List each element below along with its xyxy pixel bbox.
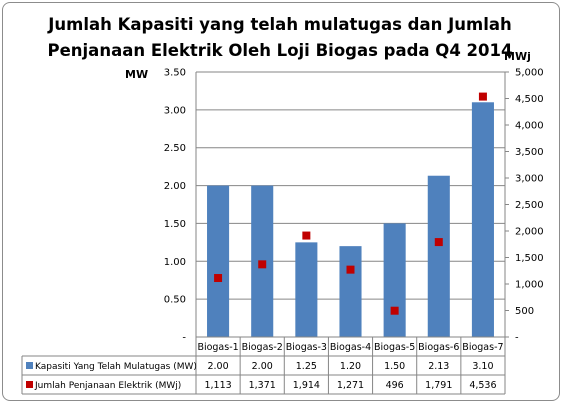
left-axis-tick-label: - <box>182 333 186 344</box>
category-label: Biogas-6 <box>418 342 459 353</box>
category-label: Biogas-5 <box>374 342 415 353</box>
marker-point <box>214 274 223 283</box>
chart-frame <box>2 2 560 401</box>
data-table-value: 1,914 <box>293 380 320 391</box>
right-axis-tick-label: 500 <box>515 306 534 317</box>
left-axis-tick-label: 3.50 <box>164 68 186 79</box>
right-axis-tick-label: 1,500 <box>515 253 544 264</box>
category-label: Biogas-3 <box>286 342 327 353</box>
marker-point <box>346 265 355 274</box>
legend-label: Jumlah Penjanaan Elektrik (MWj) <box>34 381 181 391</box>
left-axis-tick-label: 2.50 <box>164 143 186 154</box>
left-axis-tick-label: 0.50 <box>164 295 186 306</box>
data-table-value: 2.13 <box>428 361 449 372</box>
data-table-value: 1.50 <box>384 361 405 372</box>
left-axis-tick-label: 1.50 <box>164 219 186 230</box>
chart-title: Jumlah Kapasiti yang telah mulatugas dan… <box>40 12 520 64</box>
bar <box>295 242 318 337</box>
legend-label: Kapasiti Yang Telah Mulatugas (MW) <box>35 362 197 372</box>
right-axis-tick-label: 4,500 <box>515 94 544 105</box>
right-axis-tick-label: 2,500 <box>515 200 544 211</box>
bar <box>471 102 494 338</box>
bar <box>339 246 362 337</box>
data-table-value: 1,113 <box>204 380 231 391</box>
right-axis-tick-label: 1,000 <box>515 280 544 291</box>
data-table-value: 1,271 <box>337 380 364 391</box>
category-label: Biogas-1 <box>197 342 238 353</box>
marker-point <box>390 306 399 315</box>
legend-swatch <box>26 362 33 369</box>
category-label: Biogas-2 <box>242 342 283 353</box>
data-table-value: 1.25 <box>296 361 317 372</box>
chart-title-line-2: Penjanaan Elektrik Oleh Loji Biogas pada… <box>47 41 513 60</box>
category-label: Biogas-4 <box>330 342 371 353</box>
data-table-value: 4,536 <box>469 380 496 391</box>
right-axis-unit: MWj <box>504 50 531 63</box>
left-axis-tick-label: 2.00 <box>164 181 186 192</box>
right-axis-tick-label: 2,000 <box>515 227 544 238</box>
data-table-value: 2.00 <box>252 361 273 372</box>
right-axis-tick-label: 5,000 <box>515 68 544 79</box>
right-axis-tick-label: 3,500 <box>515 147 544 158</box>
left-axis-tick-label: 3.00 <box>164 105 186 116</box>
right-axis-tick-label: - <box>515 333 519 344</box>
data-table-value: 1,371 <box>249 380 276 391</box>
chart-title-line-1: Jumlah Kapasiti yang telah mulatugas dan… <box>48 15 512 34</box>
data-table-value: 1.20 <box>340 361 361 372</box>
category-label: Biogas-7 <box>462 342 503 353</box>
marker-point <box>478 92 487 101</box>
marker-point <box>302 231 311 240</box>
data-table-value: 3.10 <box>472 361 493 372</box>
data-table-value: 2.00 <box>207 361 228 372</box>
legend-swatch <box>26 381 33 388</box>
bar <box>383 223 406 337</box>
bar <box>427 175 450 337</box>
bar <box>207 185 230 337</box>
marker-point <box>258 260 267 269</box>
marker-point <box>434 238 443 247</box>
right-axis-tick-label: 3,000 <box>515 174 544 185</box>
left-axis-tick-label: 1.00 <box>164 257 186 268</box>
right-axis-tick-label: 4,000 <box>515 121 544 132</box>
data-table-value: 1,791 <box>425 380 452 391</box>
data-table-value: 496 <box>386 380 404 391</box>
left-axis-unit: MW <box>125 68 149 81</box>
